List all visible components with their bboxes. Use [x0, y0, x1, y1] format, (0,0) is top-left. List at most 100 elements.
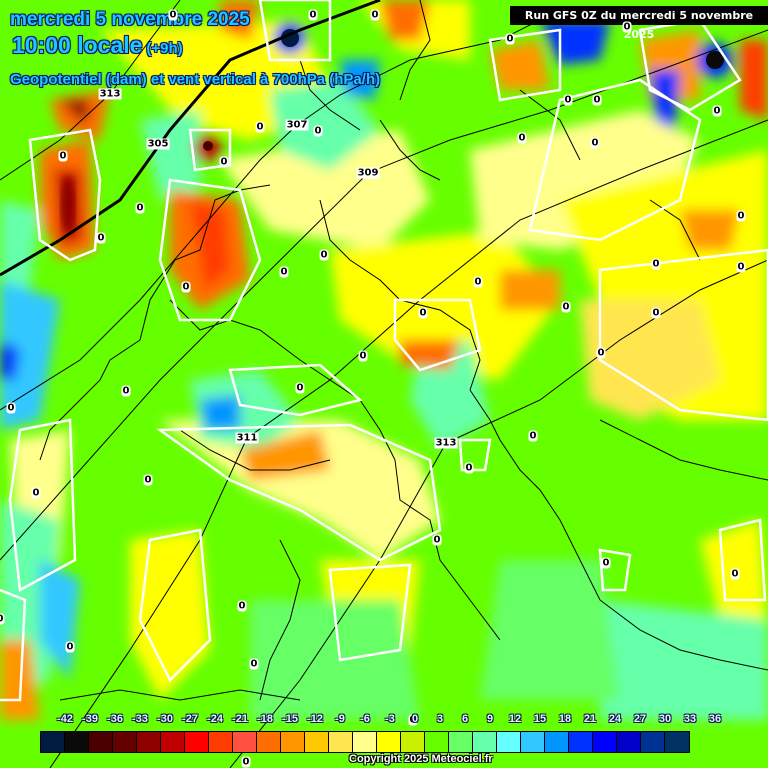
colorbar-tick-label: -30: [157, 713, 173, 725]
vertical-wind-contour-label: 0: [473, 276, 483, 288]
colorbar-swatch: [257, 732, 281, 752]
vertical-wind-contour-label: 0: [370, 9, 380, 21]
vertical-wind-contour-label: 0: [65, 641, 75, 653]
colorbar-tick-label: 30: [658, 713, 672, 725]
vertical-wind-contour-label: 0: [168, 9, 178, 21]
colorbar-swatch: [545, 732, 569, 752]
colorbar-swatch: [209, 732, 233, 752]
vertical-wind-contour-label: 0: [358, 350, 368, 362]
colorbar-tick-label: -18: [257, 713, 273, 725]
colorbar-swatch: [377, 732, 401, 752]
vertical-wind-contour-label: 0: [279, 266, 289, 278]
colorbar-swatch: [425, 732, 449, 752]
colorbar-swatch: [521, 732, 545, 752]
colorbar-tick-label: -24: [207, 713, 223, 725]
vertical-wind-contour-label: 0: [432, 534, 442, 546]
colorbar-tick-label: 6: [461, 713, 469, 725]
vertical-wind-contour-label: 0: [295, 382, 305, 394]
vertical-wind-contour-label: 0: [255, 121, 265, 133]
colorbar-tick-label: 18: [558, 713, 572, 725]
parameter-title: Geopotentiel (dam) et vent vertical à 70…: [10, 71, 381, 88]
colorbar-swatch: [281, 732, 305, 752]
colorbar-tick-label: -6: [360, 713, 370, 725]
colorbar-tick-label: -39: [82, 713, 98, 725]
vertical-wind-contour-label: 0: [517, 132, 527, 144]
vertical-wind-contour-label: 0: [464, 462, 474, 474]
vertical-wind-contour-label: 0: [505, 33, 515, 45]
forecast-time: 10:00 locale (+9h): [12, 32, 183, 59]
colorbar-tick-label: -9: [335, 713, 345, 725]
vertical-wind-contour-label: 0: [241, 756, 251, 768]
vertical-wind-contour-label: 0: [736, 210, 746, 222]
vertical-wind-contour-label: 0: [712, 105, 722, 117]
geopotential-contour-label: 307: [285, 119, 309, 131]
colorbar-swatch: [641, 732, 665, 752]
colorbar-tick-label: -12: [307, 713, 323, 725]
vertical-wind-contour-label: 0: [319, 249, 329, 261]
colorbar-tick-label: 27: [633, 713, 647, 725]
zero-contours: [0, 0, 768, 702]
forecast-date: mercredi 5 novembre 2025: [10, 9, 250, 30]
colorbar-tick-label: 12: [508, 713, 522, 725]
geopotential-contour-label: 305: [146, 138, 170, 150]
colorbar-swatch: [185, 732, 209, 752]
vertical-wind-contour-label: 0: [0, 613, 5, 625]
copyright-text: Copyright 2025 Meteociel.fr: [349, 753, 493, 765]
colorbar-tick-label: 3: [436, 713, 444, 725]
vertical-wind-contour-label: 0: [143, 474, 153, 486]
vertical-wind-contour-label: 0: [561, 301, 571, 313]
colorbar-swatch: [353, 732, 377, 752]
vertical-wind-contour-label: 0: [181, 281, 191, 293]
geopotential-contour-label: 313: [98, 88, 122, 100]
vertical-wind-contour-label: 0: [135, 202, 145, 214]
colorbar-tick-label: -36: [107, 713, 123, 725]
vertical-wind-contour-label: 0: [601, 557, 611, 569]
geopotential-contour-label: 311: [235, 432, 259, 444]
vertical-wind-contour-label: 0: [219, 156, 229, 168]
colorbar-legend: [40, 731, 690, 753]
forecast-offset: (+9h): [146, 40, 183, 57]
vertical-wind-contour-label: 0: [121, 385, 131, 397]
colorbar-swatch: [497, 732, 521, 752]
colorbar-tick-label: -42: [57, 713, 73, 725]
vertical-wind-contour-label: 0: [590, 137, 600, 149]
vertical-wind-contour-label: 0: [730, 568, 740, 580]
colorbar-swatch: [233, 732, 257, 752]
colorbar-tick-label: -21: [232, 713, 248, 725]
colorbar-swatch: [449, 732, 473, 752]
colorbar-tick-label: 21: [583, 713, 597, 725]
colorbar-swatch: [161, 732, 185, 752]
vertical-wind-contour-label: 0: [237, 600, 247, 612]
vertical-wind-contour-label: 0: [651, 258, 661, 270]
colorbar-swatch: [113, 732, 137, 752]
colorbar-swatch: [401, 732, 425, 752]
vertical-wind-contour-label: 0: [313, 125, 323, 137]
colorbar-swatch: [569, 732, 593, 752]
vertical-wind-contour-label: 0: [249, 658, 259, 670]
colorbar-labels: -42 -39 -36 -33 -30 -27 -24 -21 -18 -15 -12 -9 -6 -3 0…: [40, 713, 740, 729]
colorbar-tick-label: -15: [282, 713, 298, 725]
vertical-wind-contour-label: 0: [408, 714, 418, 726]
vertical-wind-contour-label: 0: [418, 307, 428, 319]
colorbar-swatch: [665, 732, 689, 752]
colorbar-tick-label: 24: [608, 713, 622, 725]
geopotential-contour-label: 313: [434, 437, 458, 449]
geopotential-contour-label: 309: [356, 167, 380, 179]
vertical-wind-contour-label: 0: [308, 9, 318, 21]
vertical-wind-field: [0, 0, 768, 720]
colorbar-swatch: [305, 732, 329, 752]
vertical-wind-contour-label: 0: [592, 94, 602, 106]
colorbar-tick-label: -27: [182, 713, 198, 725]
colorbar-swatch: [137, 732, 161, 752]
vertical-wind-contour-label: 0: [563, 94, 573, 106]
vertical-wind-contour-label: 0: [31, 487, 41, 499]
colorbar-tick-label: -33: [132, 713, 148, 725]
colorbar-tick-label: 33: [683, 713, 697, 725]
forecast-local-time: 10:00 locale: [12, 32, 143, 58]
colorbar-swatch: [617, 732, 641, 752]
colorbar-swatch: [89, 732, 113, 752]
vertical-wind-contour-label: 0: [96, 232, 106, 244]
colorbar-tick-label: 36: [708, 713, 722, 725]
vertical-wind-contour-label: 0: [58, 150, 68, 162]
